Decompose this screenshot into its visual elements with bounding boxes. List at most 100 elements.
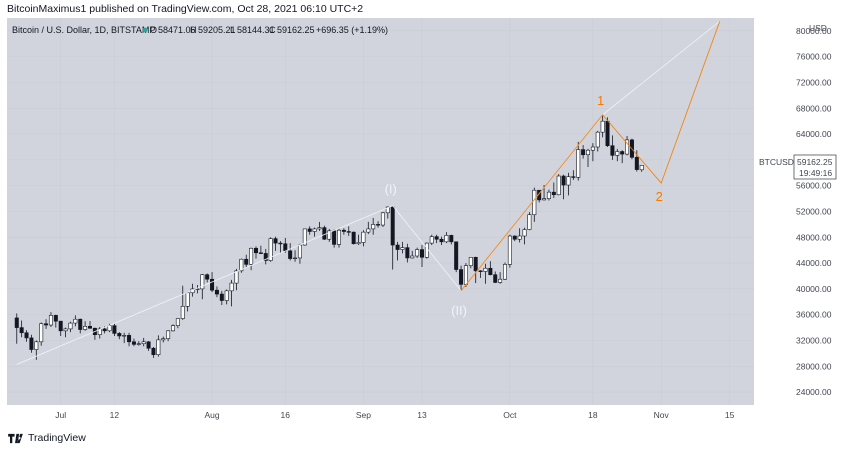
time-tick-label: 18 <box>588 410 598 420</box>
candle <box>600 114 605 138</box>
candle-body <box>561 175 566 186</box>
candle <box>205 273 210 283</box>
candle-body <box>341 229 346 232</box>
wave-label-1: 1 <box>597 93 604 108</box>
candle <box>380 212 385 227</box>
candle-body <box>356 242 361 245</box>
candle <box>493 271 498 284</box>
price-tick-label: 76000.00 <box>796 52 832 62</box>
price-tick-label: 48000.00 <box>796 232 832 242</box>
price-tick-label: 68000.00 <box>796 103 832 113</box>
candle <box>502 262 507 280</box>
candle <box>429 234 434 246</box>
candle-body <box>459 269 464 285</box>
candle <box>68 321 73 333</box>
candle <box>214 286 219 298</box>
candle <box>468 256 473 269</box>
candle-body <box>532 189 537 216</box>
candle-body <box>141 341 146 345</box>
wave-label-II: (II) <box>451 303 467 318</box>
candle-body <box>551 191 556 196</box>
currency-label: USD <box>809 23 827 33</box>
market-status-dot <box>142 27 148 33</box>
candle-body <box>210 278 215 291</box>
candle-body <box>478 270 483 272</box>
publisher-header: BitcoinMaximus1 published on TradingView… <box>7 3 364 15</box>
candle <box>136 341 141 346</box>
candle <box>263 248 268 265</box>
candle <box>273 236 278 251</box>
candle <box>517 228 522 243</box>
candle-body <box>48 315 53 326</box>
candle-body <box>297 244 302 259</box>
candle <box>610 135 615 160</box>
candle-body <box>293 257 298 260</box>
candle-body <box>400 247 405 250</box>
gridlines <box>7 18 754 405</box>
candle-body <box>322 227 327 240</box>
time-tick-label: Oct <box>503 410 517 420</box>
candle-body <box>527 214 532 230</box>
candle <box>312 227 317 237</box>
candle-body <box>307 228 312 232</box>
candle <box>454 241 459 273</box>
time-axis-labels: Jul 12 Aug 16 Sep 13 Oct 18 Nov 15 <box>55 410 734 420</box>
candle <box>473 256 478 284</box>
candle-body <box>556 175 561 196</box>
candle-body <box>542 198 547 201</box>
time-axis[interactable] <box>7 405 842 425</box>
candle <box>336 228 341 248</box>
candle <box>424 242 429 259</box>
candle <box>151 346 156 358</box>
candle-body <box>444 235 449 243</box>
candle <box>244 254 249 268</box>
candle-body <box>361 231 366 243</box>
price-tick-label: 56000.00 <box>796 181 832 191</box>
candle-body <box>53 315 58 322</box>
candle <box>400 241 405 254</box>
candle <box>161 336 166 343</box>
candle-body <box>473 256 478 272</box>
ohlc-high-label: H <box>190 25 197 35</box>
wave-label-I: (I) <box>385 182 397 197</box>
candle <box>156 335 161 357</box>
candle <box>537 189 542 203</box>
candle-body <box>468 256 473 266</box>
candle-body <box>151 347 156 355</box>
candle-body <box>263 253 268 261</box>
price-tick-label: 72000.00 <box>796 78 832 88</box>
candle <box>63 327 68 338</box>
time-tick-label: 16 <box>281 410 291 420</box>
candle-body <box>83 326 88 330</box>
candle <box>73 315 78 327</box>
candle-body <box>346 231 351 233</box>
tradingview-brand: TradingView <box>28 432 86 444</box>
candle-body <box>312 228 317 232</box>
candle-body <box>366 228 371 233</box>
candle-body <box>180 306 185 319</box>
candle <box>200 274 205 300</box>
candle-body <box>131 341 136 345</box>
price-tick-label: 44000.00 <box>796 258 832 268</box>
candle <box>53 314 58 328</box>
candle <box>395 241 400 261</box>
candle-body <box>502 264 507 280</box>
candle <box>234 268 239 291</box>
candle-body <box>24 332 29 339</box>
wave-labels: (I) (II) 1 2 <box>385 93 663 318</box>
candle-body <box>410 255 415 259</box>
ohlc-high: 59205.21 <box>198 25 236 35</box>
candle-body <box>371 224 376 230</box>
candle <box>405 243 410 263</box>
candle-body <box>29 337 34 350</box>
candle-body <box>327 230 332 240</box>
ohlc-change: +696.35 (+1.19%) <box>316 25 388 35</box>
candle-body <box>546 191 551 199</box>
price-axis[interactable] <box>754 18 842 405</box>
price-axis-labels: 24000.00 28000.00 32000.00 36000.00 40000.00… <box>796 26 832 397</box>
candle <box>346 226 351 237</box>
price-tag-value: 59162.25 <box>797 157 833 167</box>
candle <box>146 341 151 351</box>
candle-body <box>625 139 630 155</box>
